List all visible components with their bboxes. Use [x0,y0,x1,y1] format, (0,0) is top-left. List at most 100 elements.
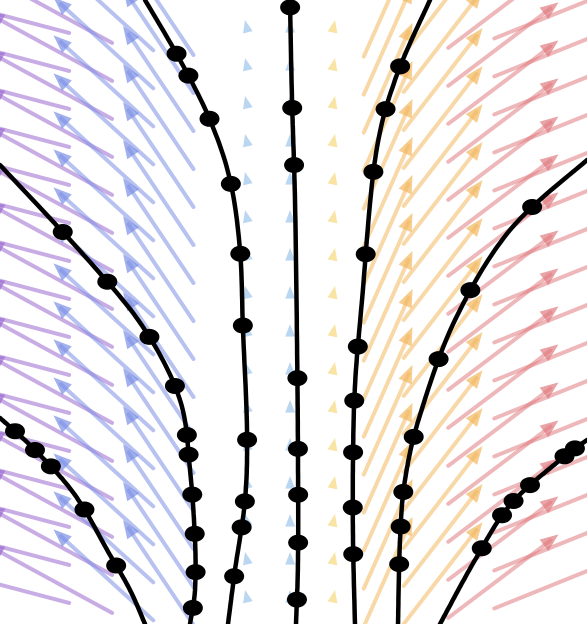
field-arrow-shaft [129,224,194,321]
field-arrow-shaft [129,72,194,169]
field-arrow-shaft [404,36,477,130]
field-arrow-head [399,99,413,119]
field-arrow-shaft [61,384,153,468]
field-arrow-head [399,175,413,195]
trajectory-marker [391,519,411,535]
trajectory-marker [376,101,396,117]
field-arrow-head [328,286,338,299]
field-arrow-head [328,134,338,147]
field-arrow-head [328,248,338,261]
field-arrow-head [399,403,413,423]
field-arrow-head [328,20,338,33]
field-arrow-head [328,590,338,603]
field-arrow-head [243,286,253,299]
trajectory-marker [53,224,73,240]
field-arrow-shaft [129,452,194,549]
trajectory-marker [472,540,492,556]
trajectory-marker [520,477,540,493]
field-arrow-head [399,289,413,309]
field-arrow-head [285,514,295,527]
trajectory-marker [106,558,126,574]
trajectory-marker [5,423,25,439]
field-arrow-head [328,362,338,375]
trajectory-marker [280,0,300,15]
field-arrow-shaft [129,148,194,245]
trajectory-marker [343,499,363,515]
field-arrow-shaft [404,378,477,472]
field-arrow-head [285,400,295,413]
field-arrow-head [243,210,253,223]
trajectory-marker [284,157,304,173]
field-arrow-shaft [404,150,477,244]
trajectory-marker [343,444,363,460]
field-arrow-shaft [404,264,477,358]
trajectory-marker [504,493,524,509]
trajectory-marker [282,100,302,116]
field-arrow-shaft [61,80,153,164]
field-arrow-shaft [129,490,194,587]
trajectory-marker [287,592,307,608]
field-arrow-shaft [129,262,194,359]
field-arrow-shaft [61,0,153,50]
field-arrow-head [399,327,413,347]
field-arrow-head [399,137,413,157]
field-arrow-shaft [61,194,153,278]
trajectory-marker [363,164,383,180]
field-arrow-head [328,400,338,413]
trajectory-marker [460,282,480,298]
field-arrow-shaft [404,454,477,548]
field-arrow-shaft [61,4,153,88]
field-arrow-head [285,552,295,565]
trajectory-marker [390,58,410,74]
field-arrow-shaft [404,112,477,206]
trajectory-marker [565,440,585,456]
trajectory-marker [233,318,253,334]
field-arrow-shaft [61,42,153,126]
field-arrow-shaft [494,0,587,38]
field-arrow-head [399,213,413,233]
trajectory-marker [74,502,94,518]
trajectory-marker [288,535,308,551]
field-arrow-head [328,438,338,451]
trajectory-marker [230,246,250,262]
trajectory-marker [522,199,542,215]
field-arrow-head [328,514,338,527]
trajectory-marker [167,46,187,62]
field-arrow-head [328,476,338,489]
field-arrow-head [328,172,338,185]
field-arrow-head [328,58,338,71]
field-arrow-head [243,58,253,71]
field-arrow-head [399,365,413,385]
trajectory-marker [232,519,252,535]
trajectory-marker [344,393,364,409]
trajectory-marker [97,274,117,290]
trajectory-marker [182,487,202,503]
trajectory-marker [224,568,244,584]
field-arrow-shaft [404,226,477,320]
trajectory-marker [41,458,61,474]
trajectory-marker [492,507,512,523]
field-arrow-shaft [61,346,153,430]
trajectory-marker [429,351,449,367]
trajectory-marker [178,68,198,84]
trajectory-marker [183,600,203,616]
trajectory-marker [185,526,205,542]
field-arrow-shaft [404,74,477,168]
trajectory-marker [288,441,308,457]
field-arrow-shaft [0,549,112,613]
trajectory-marker [235,493,255,509]
trajectory-marker [165,378,185,394]
field-arrow-head [243,96,253,109]
field-arrow-head [243,20,253,33]
trajectory-marker [25,442,45,458]
field-arrow-head [399,251,413,271]
trajectory-marker [404,429,424,445]
field-arrow-shaft [129,186,194,283]
field-arrow-shaft [61,118,153,202]
field-arrow-shaft [404,188,477,282]
field-arrow-head [328,324,338,337]
field-arrow-shaft [129,110,194,207]
trajectory-line [290,0,298,624]
field-arrow-head [285,286,295,299]
